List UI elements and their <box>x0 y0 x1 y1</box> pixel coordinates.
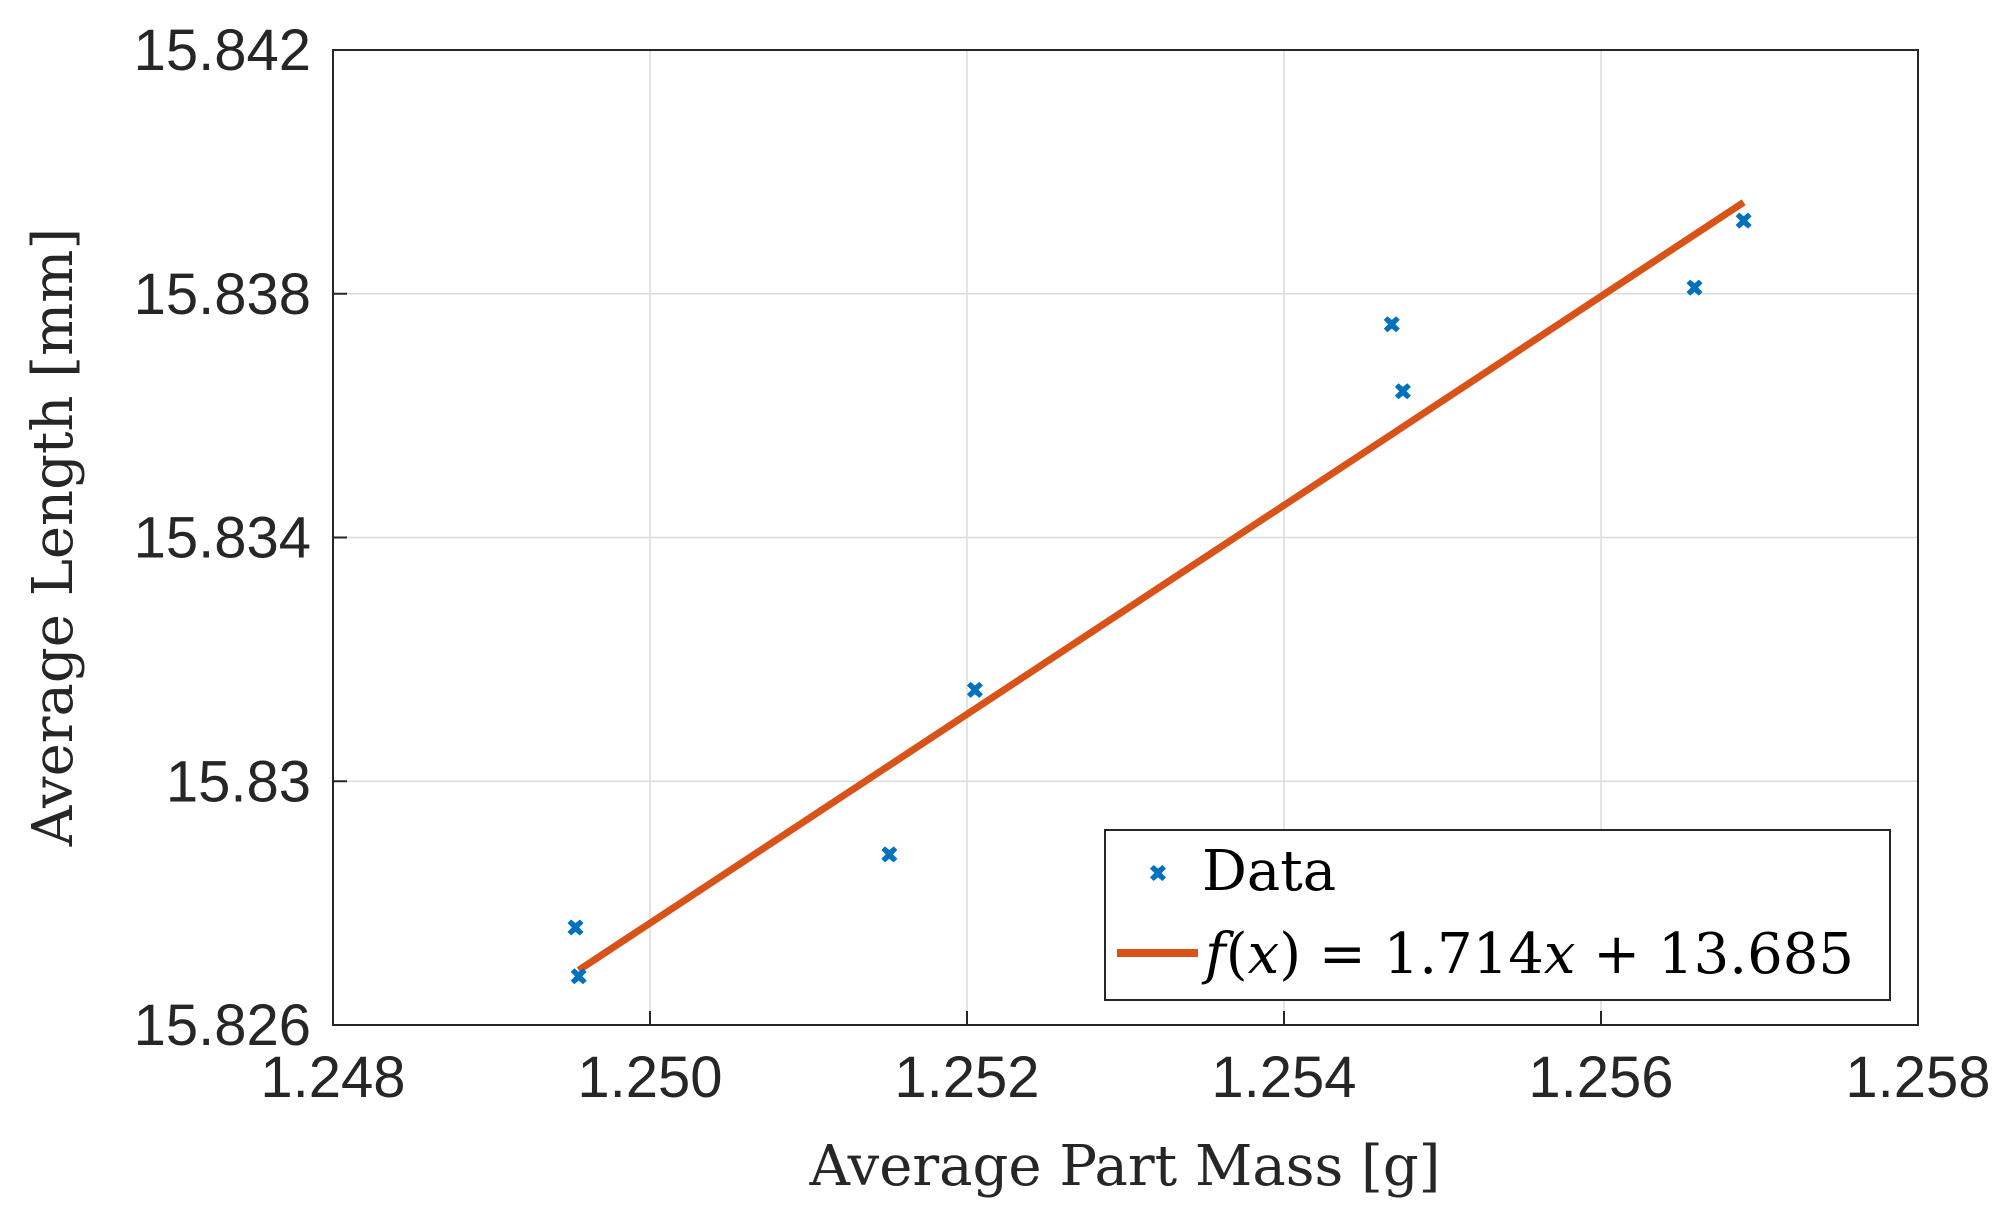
y-axis-ticks: 15.826 15.83 15.834 15.838 15.842 <box>134 18 347 1058</box>
data-point <box>881 846 898 863</box>
x-axis-label: Average Part Mass [g] <box>808 1134 1440 1199</box>
y-tick-label: 15.834 <box>134 506 311 571</box>
data-point <box>570 968 587 985</box>
x-tick-label: 1.250 <box>577 1045 722 1110</box>
legend-fit-close: ) <box>1279 922 1301 987</box>
y-axis-label: Average Length [mm] <box>21 228 86 847</box>
legend: Data f(x) = 1.714x + 13.685 <box>1104 829 1891 1001</box>
legend-fit-x: x <box>1248 922 1280 987</box>
x-tick-label: 1.258 <box>1845 1045 1990 1110</box>
legend-fit-rest: + 13.685 <box>1575 922 1853 987</box>
data-point <box>1383 316 1400 333</box>
x-tick-label: 1.256 <box>1528 1045 1673 1110</box>
data-point <box>567 919 584 936</box>
x-axis-ticks: 1.248 1.250 1.252 1.254 1.256 1.258 <box>260 1011 1991 1110</box>
x-tick-label: 1.254 <box>1211 1045 1356 1110</box>
data-point <box>1394 383 1411 400</box>
legend-fit-eq: = 1.714 <box>1301 922 1544 987</box>
y-tick-label: 15.826 <box>134 993 311 1058</box>
fit-line-layer <box>576 199 1746 974</box>
legend-fit-open: ( <box>1226 922 1248 987</box>
legend-data-label: Data <box>1202 839 1336 904</box>
y-tick-label: 15.838 <box>134 262 311 327</box>
legend-box <box>1104 829 1891 1001</box>
y-tick-label: 15.83 <box>166 749 311 814</box>
data-points-layer <box>567 212 1752 985</box>
legend-fit-x2: x <box>1544 922 1576 987</box>
data-point <box>966 681 983 698</box>
fit-line <box>576 199 1746 974</box>
x-tick-label: 1.248 <box>260 1045 405 1110</box>
x-tick-label: 1.252 <box>894 1045 1039 1110</box>
legend-fit-label: f(x) = 1.714x + 13.685 <box>1201 922 1854 987</box>
grid-lines <box>333 50 1918 1025</box>
data-point <box>1735 212 1752 229</box>
legend-data-marker <box>1150 865 1166 881</box>
y-tick-label: 15.842 <box>134 18 311 83</box>
data-point <box>1686 279 1703 296</box>
